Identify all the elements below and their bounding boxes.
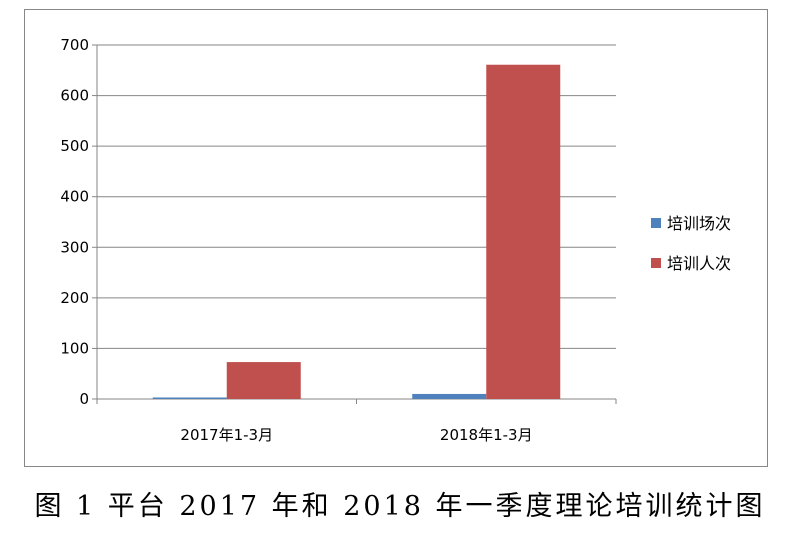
bar-1-2: [412, 393, 487, 399]
legend-swatch-1: [651, 218, 661, 228]
y-tick-label: 600: [60, 87, 89, 105]
legend-swatch-2: [651, 258, 661, 268]
y-tick-label: 100: [60, 339, 89, 357]
x-category-label: 2017年1-3月: [180, 426, 273, 444]
y-tick-label: 0: [79, 390, 89, 408]
bar-2-1: [226, 362, 301, 399]
y-tick-label: 500: [60, 137, 89, 155]
y-tick-label: 700: [60, 36, 89, 54]
y-tick-label: 300: [60, 238, 89, 256]
y-tick-label: 400: [60, 188, 89, 206]
bar-2-2: [486, 64, 561, 400]
legend-label-1: 培训场次: [667, 214, 731, 233]
x-category-label: 2018年1-3月: [440, 426, 533, 444]
figure-caption: 图 1 平台 2017 年和 2018 年一季度理论培训统计图: [34, 491, 766, 522]
chart-frame: [24, 9, 768, 467]
legend-label-2: 培训人次: [667, 254, 731, 273]
bar-1-1: [152, 397, 227, 399]
y-tick-label: 200: [60, 289, 89, 307]
